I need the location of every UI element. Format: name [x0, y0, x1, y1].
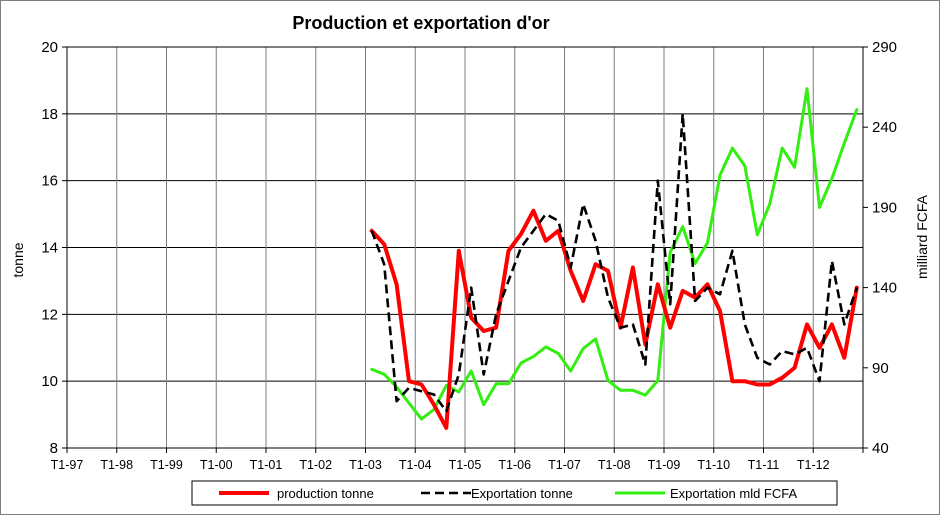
right-axis-ticks: 40 90 140 190 240 290 — [863, 39, 897, 457]
y-tick-label: 20 — [41, 39, 58, 56]
x-axis-ticks: T1-97 T1-98 T1-99 T1-00 T1-01 T1-02 T1-03 T1-04… — [51, 448, 864, 472]
series-line-0 — [369, 208, 859, 430]
series-lines — [369, 87, 859, 430]
grid-lines — [67, 47, 863, 448]
x-tick-label: T1-02 — [299, 458, 332, 472]
y-tick-label: 16 — [41, 173, 58, 190]
left-axis-ticks: 8 10 12 14 16 18 20 — [41, 39, 67, 457]
y-axis-label: tonne — [10, 242, 26, 277]
x-tick-label: T1-10 — [697, 458, 730, 472]
x-tick-label: T1-11 — [748, 458, 780, 472]
y2-axis-label: milliard FCFA — [914, 194, 930, 279]
x-tick-label: T1-99 — [150, 458, 183, 472]
y2-tick-label: 90 — [872, 360, 889, 377]
series-line-2 — [370, 87, 859, 421]
y2-tick-label: 190 — [872, 199, 897, 216]
y-tick-label: 12 — [41, 306, 58, 323]
x-tick-label: T1-06 — [498, 458, 531, 472]
x-tick-label: T1-00 — [200, 458, 233, 472]
legend-label-export-tonne: Exportation tonne — [471, 486, 573, 501]
x-tick-label: T1-07 — [548, 458, 581, 472]
x-tick-label: T1-04 — [399, 458, 432, 472]
y-tick-label: 18 — [41, 106, 58, 123]
x-tick-label: T1-97 — [51, 458, 84, 472]
y-tick-label: 8 — [50, 440, 58, 457]
y-tick-label: 14 — [41, 240, 58, 257]
y2-tick-label: 290 — [872, 39, 897, 56]
y-tick-label: 10 — [41, 373, 58, 390]
chart-title: Production et exportation d'or — [292, 13, 549, 33]
series-line-1 — [370, 112, 859, 413]
x-tick-label: T1-08 — [598, 458, 631, 472]
x-tick-label: T1-12 — [797, 458, 830, 472]
x-tick-label: T1-01 — [250, 458, 283, 472]
legend-label-production: production tonne — [277, 486, 374, 501]
y2-tick-label: 40 — [872, 440, 889, 457]
x-tick-label: T1-05 — [449, 458, 482, 472]
y2-tick-label: 240 — [872, 119, 897, 136]
x-tick-label: T1-09 — [648, 458, 681, 472]
legend-box — [191, 480, 838, 506]
legend-label-export-fcfa: Exportation mld FCFA — [670, 486, 797, 501]
legend: production tonne Exportation tonne Expor… — [191, 480, 838, 506]
x-tick-label: T1-03 — [349, 458, 382, 472]
x-tick-label: T1-98 — [100, 458, 133, 472]
y2-tick-label: 140 — [872, 280, 897, 297]
